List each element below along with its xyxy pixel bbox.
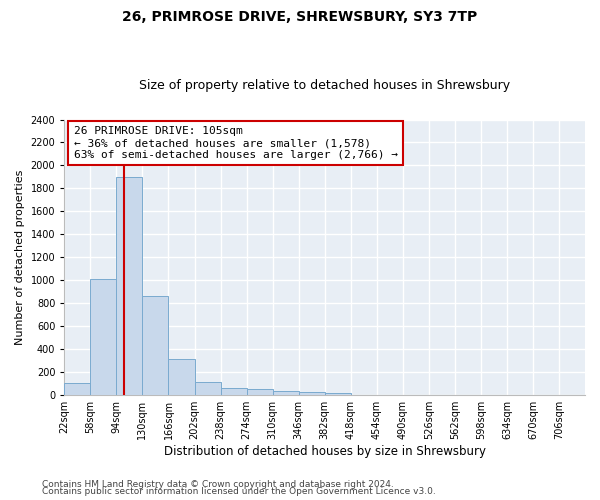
Bar bbox=[221, 388, 247, 394]
Bar bbox=[194, 382, 221, 394]
X-axis label: Distribution of detached houses by size in Shrewsbury: Distribution of detached houses by size … bbox=[164, 444, 485, 458]
Text: Contains HM Land Registry data © Crown copyright and database right 2024.: Contains HM Land Registry data © Crown c… bbox=[42, 480, 394, 489]
Bar bbox=[247, 389, 272, 394]
Text: 26 PRIMROSE DRIVE: 105sqm
← 36% of detached houses are smaller (1,578)
63% of se: 26 PRIMROSE DRIVE: 105sqm ← 36% of detac… bbox=[74, 126, 398, 160]
Text: 26, PRIMROSE DRIVE, SHREWSBURY, SY3 7TP: 26, PRIMROSE DRIVE, SHREWSBURY, SY3 7TP bbox=[122, 10, 478, 24]
Bar bbox=[272, 392, 299, 394]
Text: Contains public sector information licensed under the Open Government Licence v3: Contains public sector information licen… bbox=[42, 487, 436, 496]
Title: Size of property relative to detached houses in Shrewsbury: Size of property relative to detached ho… bbox=[139, 79, 510, 92]
Y-axis label: Number of detached properties: Number of detached properties bbox=[15, 170, 25, 345]
Bar bbox=[299, 392, 325, 394]
Bar bbox=[116, 177, 142, 394]
Bar bbox=[91, 279, 116, 394]
Bar bbox=[169, 358, 194, 394]
Bar bbox=[142, 296, 169, 394]
Bar bbox=[64, 383, 91, 394]
Bar bbox=[325, 393, 351, 394]
